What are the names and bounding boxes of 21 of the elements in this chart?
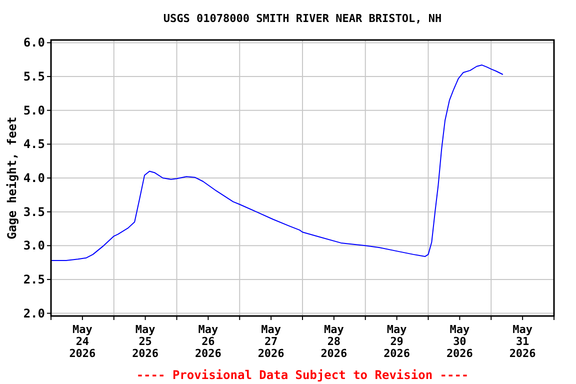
y-tick-label: 5.0: [23, 103, 45, 118]
x-tick-label: May 27 2026: [258, 323, 285, 360]
y-tick-label: 2.0: [23, 306, 45, 320]
y-tick-label: 4.0: [23, 171, 45, 185]
y-tick-label: 3.0: [23, 238, 45, 253]
x-tick-label: May 30 2026: [446, 323, 474, 360]
text: ---- Provisional Data Subject to Revision ----: [136, 368, 469, 382]
line-series: [51, 64, 504, 262]
y-axis-title: Gage height, feet: [5, 116, 19, 240]
y-tick-label: 6.0: [23, 36, 45, 50]
x-tick-label: May 28 2026: [320, 323, 348, 360]
x-tick-label: May 26 2026: [194, 323, 222, 360]
x-tick-label: May 31 2026: [509, 323, 536, 360]
x-tick-label: May 25 2026: [132, 323, 159, 360]
x-tick-label: May 29 2026: [384, 323, 410, 360]
chart-title: USGS 01078000 SMITH RIVER NEAR BRISTOL, NH: [163, 12, 442, 25]
y-tick-label: 5.5: [23, 70, 45, 84]
y-tick-label: 4.5: [23, 137, 45, 152]
y-tick-label: 2.5: [23, 272, 45, 286]
x-tick-label: May 24 2026: [69, 323, 96, 360]
y-tick-label: 3.5: [23, 204, 45, 219]
